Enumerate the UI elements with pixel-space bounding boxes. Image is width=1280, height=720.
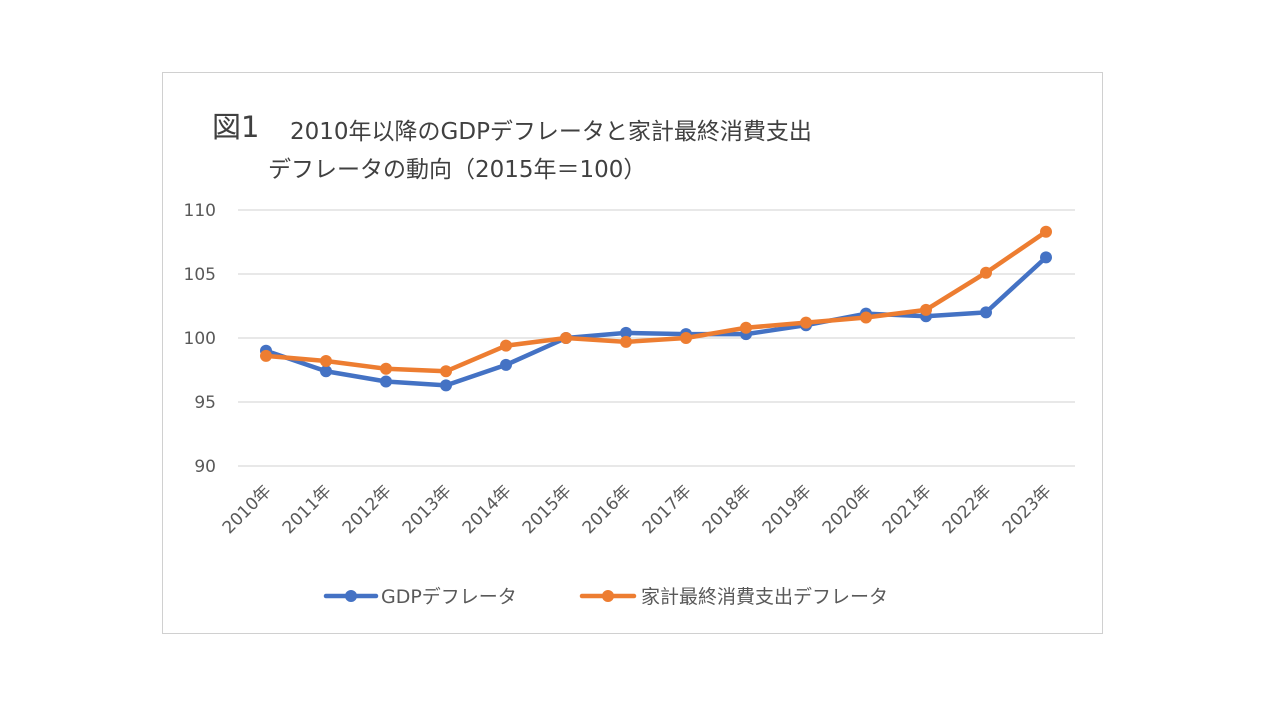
series-1 [260,251,1052,392]
legend-swatch-marker [602,590,614,602]
x-tick-label: 2019年 [759,481,816,538]
x-tick-label: 2017年 [639,481,696,538]
x-tick-label: 2012年 [339,481,396,538]
chart-frame [162,72,1103,634]
data-point [500,339,512,352]
x-tick-label: 2010年 [219,481,276,538]
legend-label: GDPデフレータ [381,586,517,608]
x-tick-label: 2023年 [999,481,1056,538]
data-point [440,379,452,392]
data-point [740,321,752,334]
legend-label: 家計最終消費支出デフレータ [641,586,888,608]
data-point [380,375,392,388]
series-lines [260,225,1052,392]
x-tick-label: 2022年 [939,481,996,538]
data-point [860,311,872,324]
data-point [980,266,992,279]
data-point [500,358,512,371]
chart-title-figure-number: 図1 [212,110,260,144]
x-tick-label: 2016年 [579,481,636,538]
x-tick-label: 2011年 [279,481,336,538]
x-tick-label: 2020年 [819,481,876,538]
y-tick-label: 90 [194,457,216,477]
series-line-2 [263,229,1049,374]
data-point [560,332,572,344]
legend-swatch-marker [345,590,357,602]
legend-item-1: GDPデフレータ [323,586,517,608]
chart-title-line1: 2010年以降のGDPデフレータと家計最終消費支出 [290,119,812,145]
series-2 [260,225,1052,378]
x-axis-ticks: 2010年 2011年 2012年 2013年 2014年 2015年 2016年 2017年… [219,481,1056,538]
data-point [320,355,332,368]
y-tick-label: 100 [184,329,216,349]
chart-title-line2: デフレータの動向（2015年＝100） [268,157,647,183]
x-tick-label: 2018年 [699,481,756,538]
series-line-1 [263,255,1049,388]
x-tick-label: 2015年 [519,481,576,538]
data-point [380,362,392,375]
data-point [320,365,332,378]
data-point [620,326,632,339]
data-point [440,365,452,378]
legend: GDPデフレータ 家計最終消費支出デフレータ [323,586,888,608]
data-point [800,316,812,329]
x-tick-label: 2014年 [459,481,516,538]
data-point [920,303,932,316]
gridlines [238,209,1075,467]
data-point [680,332,692,344]
data-point [1040,251,1052,264]
y-tick-label: 95 [194,393,216,413]
x-tick-label: 2013年 [399,481,456,538]
legend-item-2: 家計最終消費支出デフレータ [579,586,888,608]
data-point [1040,225,1052,238]
y-tick-label: 105 [184,265,216,285]
y-tick-label: 110 [184,201,216,221]
data-point [260,349,272,362]
y-axis-ticks: 90 95 100 105 110 [184,201,216,477]
data-point [980,306,992,319]
data-point [620,335,632,348]
x-tick-label: 2021年 [879,481,936,538]
